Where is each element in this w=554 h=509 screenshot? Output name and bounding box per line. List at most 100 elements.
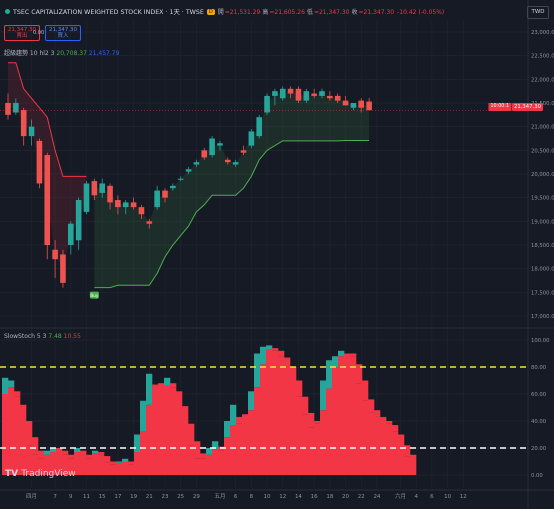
stoch-bar-k (326, 360, 333, 389)
stoch-bar-d (344, 353, 351, 475)
supertrend-down-line (8, 62, 87, 177)
stoch-bar-d (38, 458, 45, 475)
stoch-bar-d (404, 456, 411, 475)
time-tick-label: 9 (69, 494, 73, 500)
stoch-bar-k (188, 423, 195, 446)
sell-button[interactable]: 21,347.30 賣出 (4, 25, 40, 41)
stoch-bar-k (320, 380, 327, 411)
candle-body (366, 101, 372, 111)
stoch-bar-k (128, 461, 135, 465)
candle-body (107, 185, 113, 203)
ohlc-item: 低=21,347.30 (307, 9, 351, 16)
buy-button[interactable]: 21,347.30 買入 (45, 25, 81, 41)
stoch-bar-d (374, 416, 381, 475)
stoch-bar-k (368, 399, 375, 413)
ohlc-item: -10.42 (-0.05%) (396, 9, 445, 16)
stoch-bar-d (134, 452, 141, 475)
candle-body (36, 140, 43, 184)
candle-body (185, 169, 192, 172)
stoch-bar-d (350, 356, 357, 475)
stoch-bar-d (200, 458, 207, 475)
tv-logo-text: TradingView (21, 469, 76, 479)
supertrend-value-down: 21,457.79 (88, 50, 120, 57)
stoch-bar-d (218, 450, 225, 475)
sell-price: 21,347.30 (8, 27, 36, 33)
price-tick-label: 22,000.00 (531, 77, 554, 83)
chart-header: TSEC CAPITALIZATION WEIGHTED STOCK INDEX… (5, 7, 446, 16)
candle-body (342, 100, 349, 106)
stoch-bar-k (134, 434, 141, 453)
stoch-bar-d (32, 454, 39, 475)
stoch-bar-d (206, 454, 213, 475)
candle-body (201, 150, 208, 158)
price-tick-label: 21,000.00 (531, 125, 554, 131)
stoch-bar-k (278, 350, 285, 357)
stoch-bar-d (188, 445, 195, 475)
buy-label: 買入 (57, 33, 69, 39)
stoch-bar-k (200, 453, 207, 459)
time-tick-label: 15 (99, 494, 106, 500)
candle-body (303, 91, 310, 101)
buy-price: 21,347.30 (49, 27, 77, 33)
candle-body (170, 185, 176, 189)
stoch-bar-k (176, 391, 183, 408)
stoch-bar-k (212, 441, 219, 450)
stoch-bar-d (242, 414, 249, 475)
time-tick-label: 11 (83, 494, 90, 500)
stoch-bar-d (236, 423, 243, 475)
supertrend-legend[interactable]: 超級趨勢 10 hl2 3 20,708.37 21,457.79 (4, 48, 119, 57)
stoch-bar-d (2, 394, 9, 475)
stoch-bar-k (380, 416, 387, 421)
candle-body (5, 103, 11, 115)
stoch-bar-k (26, 421, 33, 446)
stoch-bar-d (308, 427, 315, 475)
candle-body (44, 155, 51, 245)
stoch-value-d: 10.55 (63, 333, 81, 340)
symbol-title[interactable]: TSEC CAPITALIZATION WEIGHTED STOCK INDEX… (13, 9, 204, 16)
stoch-bar-d (224, 437, 231, 475)
time-tick-label: 6 (234, 494, 238, 500)
ohlc-value: =21,347.30 (313, 9, 350, 16)
stoch-tick-label: 0.00 (531, 473, 543, 479)
stoch-bar-d (86, 458, 93, 475)
supertrend-name: 超級趨勢 10 hl2 3 (4, 50, 55, 57)
time-tick-label: 7 (53, 494, 57, 500)
stoch-bar-d (98, 454, 105, 475)
time-tick-label: 6 (430, 494, 434, 500)
stoch-bar-k (290, 367, 297, 381)
price-tick-label: 18,500.00 (531, 243, 554, 249)
stoch-bar-d (80, 450, 87, 475)
stoch-bar-k (122, 458, 129, 462)
stoch-bar-d (398, 448, 405, 475)
stoch-bar-k (266, 345, 273, 350)
time-tick-label: 19 (130, 494, 137, 500)
stoch-bar-k (272, 348, 279, 351)
stoch-bar-d (74, 452, 81, 475)
stoch-bar-k (206, 448, 213, 455)
stoch-bar-k (302, 396, 309, 415)
stoch-legend[interactable]: SlowStoch 5 3 7.48 10.55 (4, 333, 81, 340)
supertrend-up-fill (94, 91, 370, 288)
stoch-bar-k (44, 450, 51, 455)
stoch-bar-k (32, 437, 39, 455)
stoch-bar-d (26, 445, 33, 475)
tradingview-logo[interactable]: TV TradingView (5, 469, 76, 479)
candle-body (358, 100, 365, 108)
candle-body (334, 95, 341, 101)
price-tick-label: 19,000.00 (531, 219, 554, 225)
stoch-bar-d (152, 394, 159, 475)
candle-body (138, 207, 145, 215)
stoch-bar-k (332, 356, 339, 367)
stoch-bar-d (254, 387, 261, 475)
stoch-bar-d (326, 388, 333, 475)
candle-body (287, 88, 294, 94)
currency-badge[interactable]: TWD (527, 6, 549, 19)
stoch-bar-k (8, 380, 15, 388)
candle-body (279, 88, 286, 99)
candle-body (154, 190, 160, 208)
stoch-bar-d (56, 448, 63, 475)
candle-body (162, 190, 168, 198)
stoch-bar-d (146, 404, 153, 475)
stoch-bar-k (74, 448, 81, 453)
